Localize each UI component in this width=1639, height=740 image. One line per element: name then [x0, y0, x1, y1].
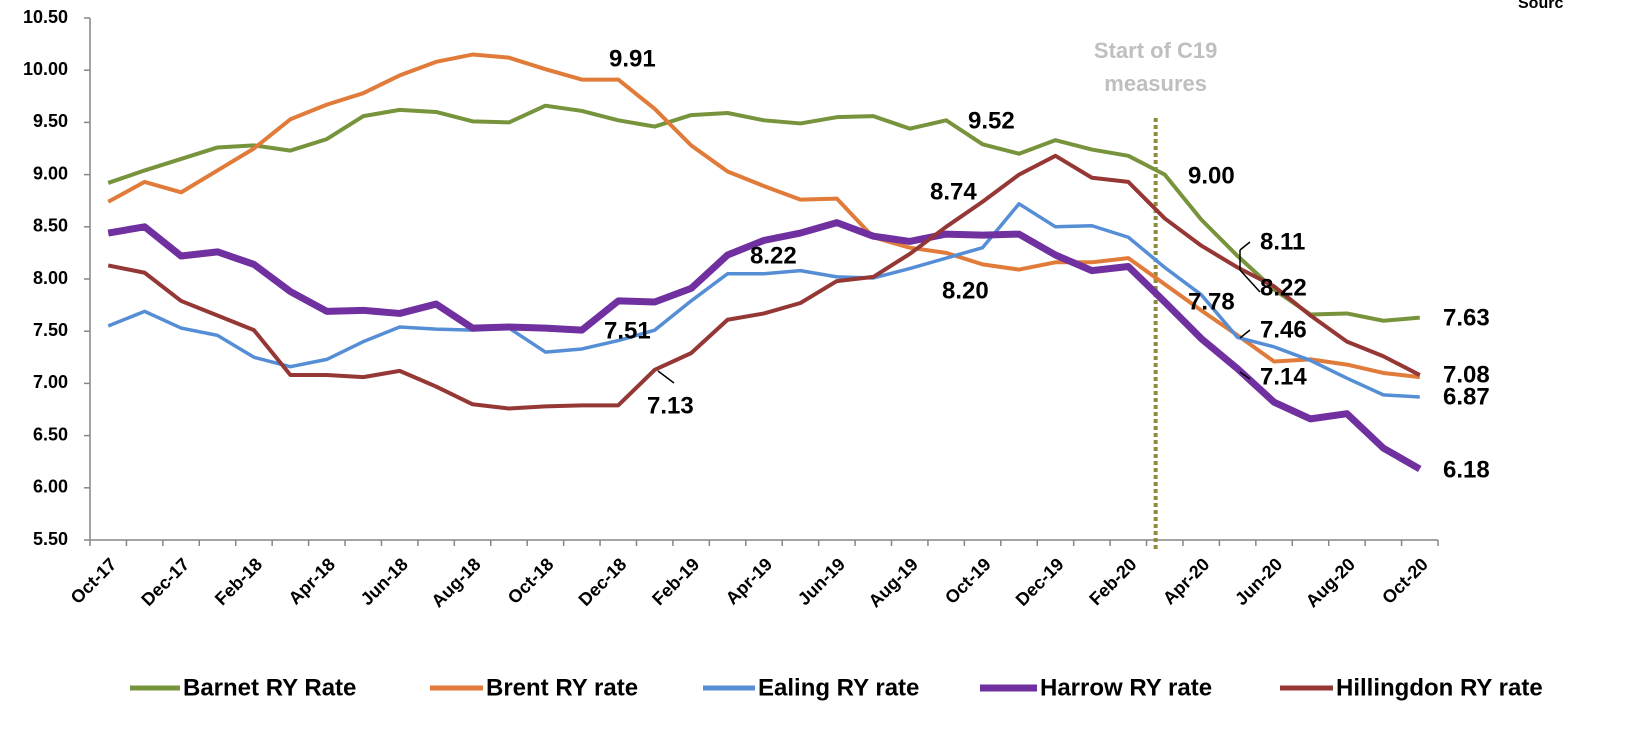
y-tick-label: 10.00 — [23, 59, 68, 79]
series-line — [107, 219, 1422, 473]
legend-label: Harrow RY rate — [1040, 674, 1212, 701]
data-label: 7.78 — [1188, 288, 1235, 315]
series-line — [107, 52, 1421, 380]
y-tick-label: 6.50 — [33, 424, 68, 444]
leader-line — [657, 370, 675, 384]
x-tick-label: Apr-19 — [722, 554, 776, 608]
data-label: 7.14 — [1260, 363, 1307, 390]
data-label: 8.22 — [1260, 274, 1307, 301]
x-tick-label: Dec-17 — [137, 554, 193, 610]
data-label: 9.52 — [968, 107, 1015, 134]
x-tick-label: Oct-17 — [67, 554, 121, 608]
source: Sourc — [1518, 0, 1563, 12]
leader-line — [1239, 329, 1251, 339]
leader-line — [1239, 371, 1251, 380]
y-tick-label: 10.50 — [23, 7, 68, 27]
x-tick-label: Feb-19 — [648, 554, 703, 609]
series-line — [107, 153, 1421, 411]
y-tick-label: 8.00 — [33, 268, 68, 288]
legend-label: Barnet RY Rate — [183, 674, 356, 701]
x-tick-label: Apr-18 — [285, 554, 339, 608]
x-tick-label: Aug-19 — [865, 554, 922, 611]
x-tick-label: Aug-20 — [1302, 554, 1359, 611]
series-line — [107, 202, 1420, 399]
y-tick-label: 9.50 — [33, 111, 68, 131]
x-tick-label: Feb-18 — [211, 554, 266, 609]
x-tick-label: Aug-18 — [427, 554, 484, 611]
leader-line — [1239, 241, 1251, 251]
data-label: 8.74 — [930, 178, 977, 205]
data-label: 6.18 — [1443, 456, 1490, 483]
x-tick-label: Dec-18 — [575, 554, 631, 610]
x-tick-label: Apr-20 — [1159, 554, 1213, 608]
legend-label: Brent RY rate — [486, 674, 638, 701]
c19-note: Start of C19 — [1094, 38, 1217, 63]
x-tick-label: Feb-20 — [1085, 554, 1140, 609]
x-tick-label: Dec-19 — [1012, 554, 1068, 610]
data-label: 8.22 — [750, 242, 797, 269]
y-tick-label: 8.50 — [33, 216, 68, 236]
data-label: 7.63 — [1443, 304, 1490, 331]
legend-label: Ealing RY rate — [758, 674, 919, 701]
x-tick-label: Oct-19 — [941, 554, 995, 608]
data-label: 7.51 — [604, 317, 651, 344]
y-tick-label: 7.00 — [33, 372, 68, 392]
y-tick-label: 9.00 — [33, 163, 68, 183]
y-tick-label: 7.50 — [33, 320, 68, 340]
data-label: 8.20 — [942, 277, 989, 304]
leader-line — [1239, 269, 1261, 293]
data-label: 7.13 — [647, 392, 694, 419]
data-label: 6.87 — [1443, 383, 1490, 410]
c19-note: measures — [1104, 71, 1207, 96]
data-label: 9.00 — [1188, 162, 1235, 189]
y-tick-label: 6.00 — [33, 477, 68, 497]
x-tick-label: Oct-18 — [504, 554, 558, 608]
data-label: 8.11 — [1260, 228, 1305, 255]
data-label: 7.46 — [1260, 316, 1307, 343]
data-label: 9.91 — [609, 45, 656, 72]
x-tick-label: Jun-19 — [794, 554, 849, 609]
series-line — [107, 103, 1420, 323]
legend-label: Hillingdon RY rate — [1336, 674, 1543, 701]
x-tick-label: Jun-20 — [1231, 554, 1286, 609]
y-tick-label: 5.50 — [33, 529, 68, 549]
data-label: 7.08 — [1443, 361, 1490, 388]
x-tick-label: Jun-18 — [357, 554, 412, 609]
x-tick-label: Oct-20 — [1378, 554, 1432, 608]
